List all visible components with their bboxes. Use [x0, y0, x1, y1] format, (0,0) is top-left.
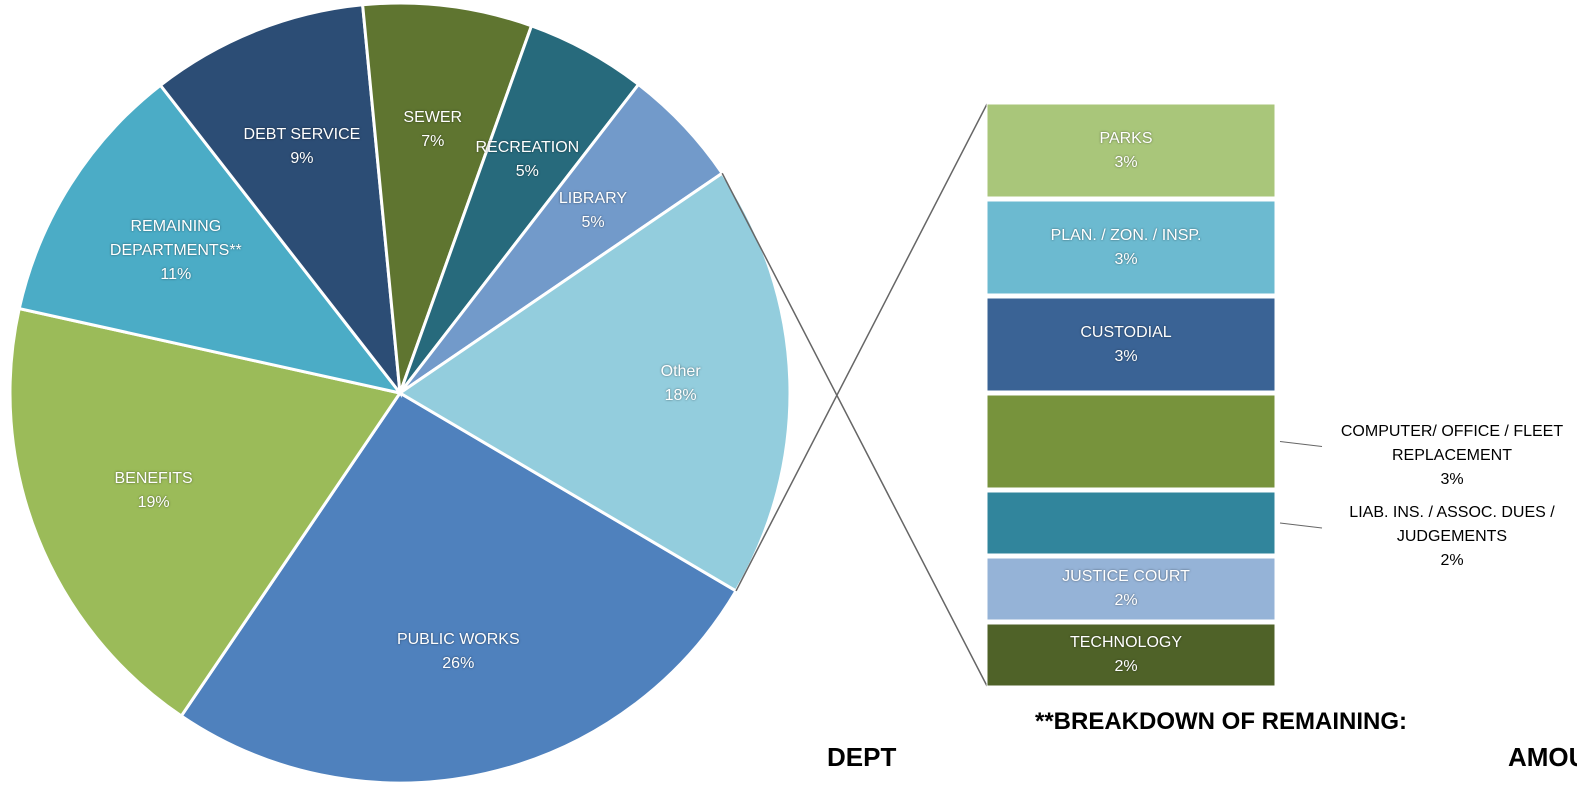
pie-slice	[360, 1, 534, 394]
bar-segment	[986, 491, 1276, 555]
label-line: LIBRARY	[558, 190, 628, 208]
data-label: REMAINING DEPARTMENTS** 11%	[101, 215, 251, 287]
note-title: **BREAKDOWN OF REMAINING:	[1035, 708, 1407, 735]
bar-segment	[986, 394, 1276, 489]
label-line: LIAB. INS. / ASSOC. DUES / JUDGEMENTS	[1349, 504, 1555, 545]
label-line: PUBLIC WORKS	[396, 630, 520, 648]
label-line: 19%	[137, 494, 170, 512]
data-label: JUSTICE COURT 2%	[1026, 565, 1226, 613]
column-header: AMOUNT	[1508, 742, 1577, 772]
label-line: RECREATION	[475, 139, 580, 157]
label-line: BENEFITS	[114, 470, 193, 488]
pie-slice	[17, 83, 404, 396]
pie-slice	[158, 3, 402, 398]
data-label: Other 18%	[606, 360, 756, 408]
column-header: DEPT	[827, 742, 897, 772]
label-line: REMAINING DEPARTMENTS**	[109, 218, 242, 260]
label-line: 26%	[442, 654, 475, 672]
label-line: 9%	[290, 149, 314, 167]
label-line: COMPUTER/ OFFICE / FLEET REPLACEMENT	[1340, 422, 1564, 464]
label-line: 18%	[664, 386, 697, 404]
label-line: 3%	[1440, 470, 1464, 488]
data-label: BENEFITS 19%	[79, 467, 229, 515]
data-label: PLAN. / ZON. / INSP. 3%	[1026, 224, 1226, 272]
data-label: PARKS 3%	[1026, 127, 1226, 175]
label-line: JUSTICE COURT	[1062, 568, 1190, 585]
data-label: TECHNOLOGY 2%	[1026, 631, 1226, 679]
leader-line	[1279, 441, 1323, 447]
label-line: 5%	[515, 163, 539, 181]
data-label: SEWER 7%	[358, 106, 508, 154]
label-line: 3%	[1114, 153, 1138, 171]
label-line: 7%	[421, 132, 445, 150]
label-line: DEBT SERVICE	[243, 125, 361, 143]
label-line: PLAN. / ZON. / INSP.	[1050, 226, 1202, 244]
label-line: 5%	[581, 214, 605, 232]
bar-segment	[986, 297, 1276, 392]
label-line: PARKS	[1099, 129, 1153, 147]
label-line: 2%	[1114, 592, 1138, 609]
label-line: 11%	[160, 266, 192, 284]
label-line: 3%	[1114, 347, 1138, 365]
label-line: 3%	[1114, 250, 1138, 268]
label-line: 2%	[1114, 658, 1138, 675]
data-label: DEBT SERVICE 9%	[227, 123, 377, 171]
pie-slice	[179, 390, 739, 785]
leader-line	[1279, 522, 1323, 529]
pie-slice	[8, 306, 403, 719]
bar-segment	[986, 200, 1276, 295]
connector	[721, 172, 988, 687]
connector	[735, 103, 988, 592]
label-line: SEWER	[403, 108, 463, 126]
bar-segment	[986, 557, 1276, 621]
data-label: LIBRARY 5%	[518, 187, 668, 235]
data-label: RECREATION 5%	[452, 136, 602, 184]
data-label: PUBLIC WORKS 26%	[383, 628, 533, 676]
label-line: 2%	[1440, 552, 1464, 569]
data-label: CUSTODIAL 3%	[1026, 321, 1226, 369]
bar-segment	[986, 103, 1276, 198]
label-line: TECHNOLOGY	[1069, 634, 1182, 651]
data-label: LIAB. INS. / ASSOC. DUES / JUDGEMENTS 2%	[1337, 501, 1567, 573]
label-line: Other	[660, 362, 701, 380]
bar-segment	[986, 623, 1276, 687]
data-label: COMPUTER/ OFFICE / FLEET REPLACEMENT 3%	[1337, 420, 1567, 492]
label-line: CUSTODIAL	[1080, 323, 1172, 341]
